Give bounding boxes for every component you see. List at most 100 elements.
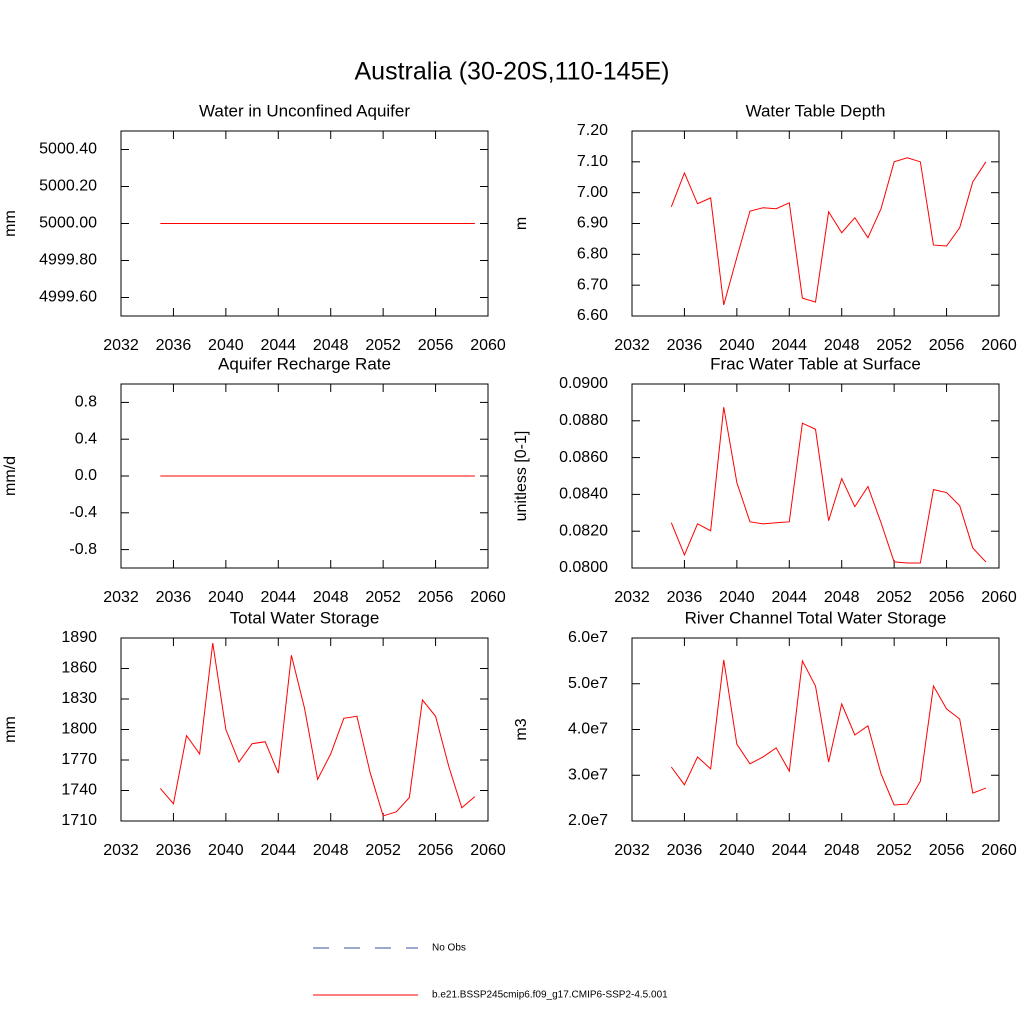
y-tick-label: 0.0860: [559, 449, 608, 466]
x-tick-label: 2032: [103, 337, 139, 354]
y-tick-label: 3.0e7: [568, 766, 608, 783]
y-tick-label: 7.00: [577, 184, 608, 201]
x-tick-label: 2060: [981, 842, 1017, 859]
x-tick-label: 2048: [824, 842, 860, 859]
y-tick-label: 1830: [61, 690, 97, 707]
panel-title: Water in Unconfined Aquifer: [199, 101, 410, 120]
y-axis-label: m3: [513, 718, 530, 740]
x-tick-label: 2056: [929, 337, 965, 354]
panel-title: Water Table Depth: [746, 101, 886, 120]
x-tick-label: 2040: [719, 589, 755, 606]
x-tick-label: 2056: [418, 337, 454, 354]
plot-frame: [120, 637, 489, 822]
plot-frame: [631, 383, 1000, 569]
x-tick-label: 2052: [365, 589, 401, 606]
x-tick-label: 2056: [418, 842, 454, 859]
x-tick-label: 2044: [771, 589, 807, 606]
y-tick-label: 1890: [61, 629, 97, 646]
x-tick-label: 2060: [470, 337, 506, 354]
y-tick-label: 0.4: [75, 430, 97, 447]
x-tick-label: 2060: [981, 589, 1017, 606]
x-tick-label: 2032: [614, 842, 650, 859]
x-tick-label: 2048: [824, 337, 860, 354]
y-axis-label: mm/d: [2, 456, 19, 496]
y-tick-label: 4.0e7: [568, 721, 608, 738]
data-line: [159, 643, 476, 817]
x-tick-label: 2036: [667, 337, 703, 354]
x-tick-label: 2052: [876, 589, 912, 606]
x-tick-label: 2060: [470, 842, 506, 859]
x-tick-label: 2032: [103, 842, 139, 859]
y-tick-label: 7.10: [577, 153, 608, 170]
x-tick-label: 2036: [156, 337, 192, 354]
x-tick-label: 2040: [208, 337, 244, 354]
y-tick-label: -0.8: [69, 541, 97, 558]
y-tick-label: 6.70: [577, 276, 608, 293]
data-line: [670, 157, 987, 306]
x-tick-label: 2036: [156, 842, 192, 859]
y-tick-label: 1800: [61, 721, 97, 738]
x-tick-label: 2048: [313, 842, 349, 859]
legend-label: No Obs: [432, 943, 466, 954]
x-tick-label: 2032: [614, 589, 650, 606]
x-tick-label: 2060: [981, 337, 1017, 354]
x-tick-label: 2044: [260, 842, 296, 859]
x-tick-label: 2052: [365, 337, 401, 354]
y-tick-label: 6.60: [577, 307, 608, 324]
y-tick-label: 4999.80: [39, 252, 97, 269]
y-tick-label: 1740: [61, 782, 97, 799]
y-tick-label: 5000.20: [39, 178, 97, 195]
y-tick-label: 1710: [61, 812, 97, 829]
x-tick-label: 2056: [418, 589, 454, 606]
data-line: [670, 407, 987, 564]
figure-title: Australia (30-20S,110-145E): [355, 58, 670, 86]
x-tick-label: 2040: [208, 589, 244, 606]
y-tick-label: 5000.40: [39, 141, 97, 158]
x-tick-label: 2048: [313, 337, 349, 354]
x-tick-label: 2044: [771, 337, 807, 354]
panel-title: River Channel Total Water Storage: [685, 608, 947, 627]
x-tick-label: 2032: [103, 589, 139, 606]
y-tick-label: 0.0840: [559, 486, 608, 503]
y-tick-label: 0.8: [75, 394, 97, 411]
x-tick-label: 2036: [156, 589, 192, 606]
x-tick-label: 2040: [719, 842, 755, 859]
x-tick-label: 2040: [208, 842, 244, 859]
y-tick-label: 6.90: [577, 215, 608, 232]
y-tick-label: 5000.00: [39, 215, 97, 232]
y-axis-label: mm: [2, 716, 19, 743]
y-tick-label: 2.0e7: [568, 812, 608, 829]
y-tick-label: 7.20: [577, 122, 608, 139]
y-axis-label: mm: [2, 210, 19, 237]
plot-frame: [631, 637, 1000, 822]
data-line: [670, 659, 987, 806]
plot-frame: [631, 130, 1000, 317]
x-tick-label: 2044: [260, 337, 296, 354]
x-tick-label: 2052: [876, 337, 912, 354]
y-tick-label: 0.0900: [559, 375, 608, 392]
y-tick-label: 0.0: [75, 467, 97, 484]
y-tick-label: 1860: [61, 660, 97, 677]
y-tick-label: 0.0820: [559, 522, 608, 539]
x-tick-label: 2048: [313, 589, 349, 606]
y-axis-label: unitless [0-1]: [513, 431, 530, 522]
x-tick-label: 2040: [719, 337, 755, 354]
legend-label: b.e21.BSSP245cmip6.f09_g17.CMIP6-SSP2-4.…: [432, 990, 668, 1001]
panel-title: Frac Water Table at Surface: [710, 354, 921, 373]
y-tick-label: 1770: [61, 751, 97, 768]
y-tick-label: 5.0e7: [568, 675, 608, 692]
y-tick-label: 6.0e7: [568, 629, 608, 646]
x-tick-label: 2056: [929, 589, 965, 606]
x-tick-label: 2032: [614, 337, 650, 354]
y-tick-label: -0.4: [69, 504, 97, 521]
panel-title: Total Water Storage: [230, 608, 380, 627]
x-tick-label: 2052: [365, 842, 401, 859]
x-tick-label: 2044: [771, 842, 807, 859]
y-tick-label: 0.0880: [559, 412, 608, 429]
x-tick-label: 2060: [470, 589, 506, 606]
x-tick-label: 2048: [824, 589, 860, 606]
y-tick-label: 0.0800: [559, 559, 608, 576]
x-tick-label: 2056: [929, 842, 965, 859]
panel-title: Aquifer Recharge Rate: [218, 354, 391, 373]
